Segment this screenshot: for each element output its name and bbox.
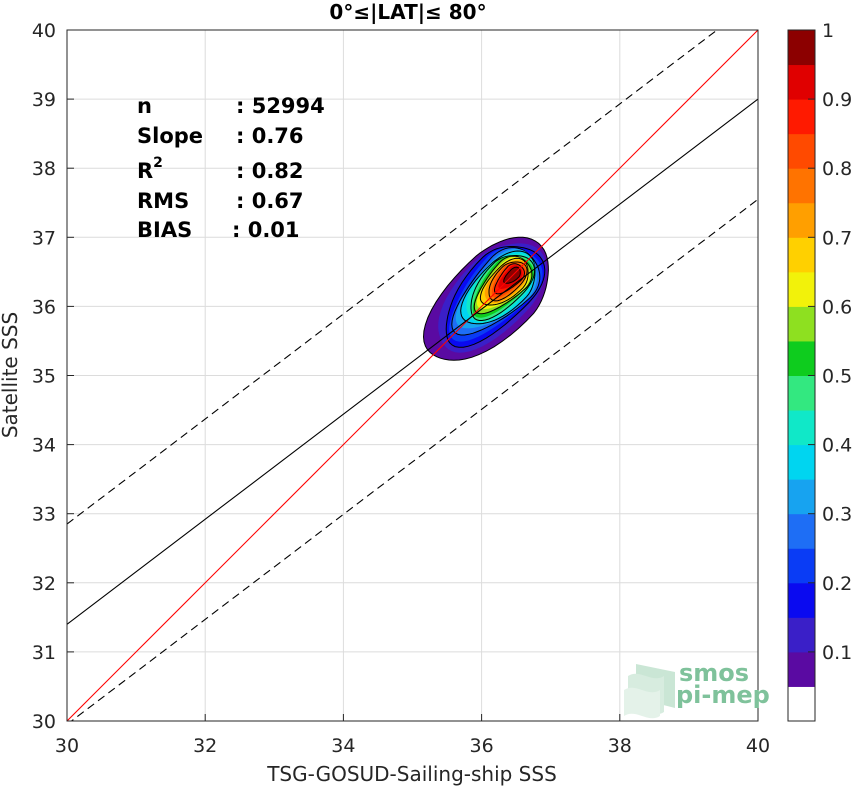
stats-annotation: n : 52994 Slope : 0.76 R2 : 0.82 RMS : 0… [137, 94, 325, 242]
line-lower [70, 198, 758, 721]
x-tick-label: 30 [55, 735, 79, 757]
x-tick-label: 32 [193, 735, 217, 757]
colorbar-tick-label: 0.2 [822, 573, 852, 595]
y-tick-label: 36 [32, 296, 56, 318]
colorbar-band [788, 64, 815, 100]
x-tick-label: 38 [608, 735, 632, 757]
colorbar-band [788, 444, 815, 480]
colorbar-tick-label: 0.4 [822, 435, 852, 457]
reference-lines [67, 30, 758, 721]
colorbar-band [788, 306, 815, 342]
y-tick-label: 40 [32, 20, 56, 42]
colorbar-band [788, 133, 815, 169]
stat-rms-value: : 0.67 [236, 189, 304, 213]
line-1to1 [67, 30, 758, 721]
y-tick-label: 38 [32, 158, 56, 180]
colorbar-tick-label: 1 [822, 20, 834, 42]
stat-bias-label: BIAS [137, 218, 192, 242]
line-regression [67, 98, 758, 625]
stat-bias-value: : 0.01 [232, 218, 300, 242]
colorbar-tick-label: 0.6 [822, 296, 852, 318]
colorbar-band [788, 651, 815, 687]
stat-n-label: n [137, 94, 152, 118]
logo-line2: pi-mep [676, 681, 770, 709]
y-tick-label: 39 [32, 89, 56, 111]
stat-r2-label: R2 [137, 155, 163, 183]
colorbar-band [788, 617, 815, 653]
smos-pimep-logo: smos pi-mep [624, 659, 770, 719]
y-tick-label: 30 [32, 711, 56, 733]
y-tick-label: 33 [32, 504, 56, 526]
y-axis-label: Satellite SSS [0, 312, 22, 438]
colorbar-tick-labels: 0.1 0.2 0.3 0.4 0.5 0.6 0.7 0.8 0.9 1 [808, 20, 852, 664]
colorbar-band [788, 548, 815, 584]
colorbar-tick-label: 0.5 [822, 366, 852, 388]
stat-slope-value: : 0.76 [236, 124, 304, 148]
plot-frame [66, 29, 759, 722]
colorbar [788, 30, 815, 722]
colorbar-band [788, 340, 815, 376]
colorbar-band [788, 202, 815, 238]
colorbar-band [788, 30, 815, 66]
y-tick-label: 32 [32, 573, 56, 595]
colorbar-band [788, 513, 815, 549]
stat-n-value: : 52994 [236, 94, 325, 118]
y-tick-label: 37 [32, 227, 56, 249]
colorbar-band [788, 375, 815, 411]
colorbar-band [788, 686, 815, 722]
colorbar-band [788, 99, 815, 135]
colorbar-tick-label: 0.9 [822, 89, 852, 111]
colorbar-tick-label: 0.7 [822, 227, 852, 249]
line-upper [67, 30, 718, 525]
stat-r2-value: : 0.82 [236, 159, 304, 183]
colorbar-tick-label: 0.1 [822, 642, 852, 664]
x-tick-labels: 30 32 34 36 38 40 [55, 735, 770, 757]
x-tick-label: 34 [331, 735, 355, 757]
x-tick-label: 36 [470, 735, 494, 757]
y-tick-label: 34 [32, 435, 56, 457]
colorbar-band [788, 582, 815, 618]
colorbar-tick-label: 0.3 [822, 504, 852, 526]
stat-rms-label: RMS [137, 189, 189, 213]
y-tick-labels: 30 31 32 33 34 35 36 37 38 39 40 [32, 20, 56, 733]
colorbar-tick-label: 0.8 [822, 158, 852, 180]
colorbar-band [788, 271, 815, 307]
colorbar-band [788, 237, 815, 273]
colorbar-band [788, 410, 815, 446]
y-tick-label: 31 [32, 642, 56, 664]
logo-line1: smos [679, 659, 749, 687]
chart-title: 0°≤|LAT|≤ 80° [329, 0, 486, 24]
stat-slope-label: Slope [137, 124, 203, 148]
colorbar-band [788, 479, 815, 515]
x-axis-label: TSG-GOSUD-Sailing-ship SSS [266, 762, 557, 786]
x-tick-label: 40 [746, 735, 770, 757]
y-tick-label: 35 [32, 366, 56, 388]
colorbar-band [788, 168, 815, 204]
